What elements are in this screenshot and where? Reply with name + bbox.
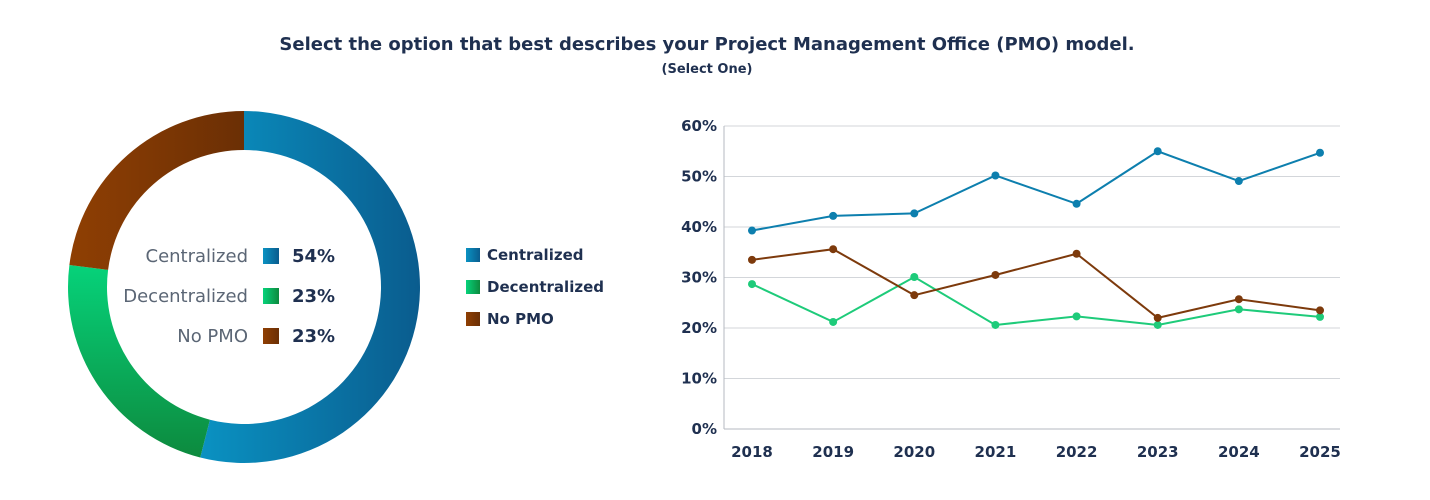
data-point-centralized (910, 209, 919, 218)
y-tick-label: 10% (681, 370, 717, 388)
data-point-no-pmo (1072, 249, 1081, 258)
x-tick-label: 2025 (1299, 443, 1341, 461)
x-tick-label: 2020 (893, 443, 935, 461)
data-point-decentralized (991, 320, 1000, 329)
decentralized-swatch (263, 288, 279, 304)
no-pmo-swatch (263, 328, 279, 344)
legend-item-decentralized: Decentralized (466, 277, 604, 297)
y-tick-label: 50% (681, 168, 717, 186)
data-point-centralized (1072, 199, 1081, 208)
data-point-decentralized (1316, 312, 1324, 321)
y-tick-label: 40% (681, 218, 717, 236)
donut-center-label: Centralized (145, 245, 249, 267)
donut-slice-centralized (200, 111, 420, 463)
donut-center-row-centralized: Centralized 54% (100, 241, 400, 271)
data-point-no-pmo (1316, 306, 1324, 315)
donut-center-label: No PMO (177, 325, 248, 347)
data-point-no-pmo (1153, 313, 1162, 322)
x-tick-label: 2024 (1218, 443, 1260, 461)
y-tick-label: 20% (681, 319, 717, 337)
data-point-centralized (1234, 177, 1243, 186)
donut-slice-no-pmo (69, 111, 244, 270)
data-point-decentralized (748, 280, 756, 289)
data-point-no-pmo (829, 245, 838, 254)
x-tick-label: 2021 (975, 443, 1017, 461)
legend-item-no-pmo: No PMO (466, 309, 554, 329)
data-point-decentralized (1072, 312, 1081, 321)
donut-center-value: 23% (292, 325, 336, 347)
data-point-decentralized (910, 272, 919, 281)
series-line-no-pmo (751, 248, 1321, 319)
legend-label: Centralized (487, 246, 584, 264)
chart-title: Select the option that best describes yo… (279, 34, 1135, 55)
series-line-centralized (751, 150, 1321, 232)
legend-swatch (466, 280, 480, 294)
donut-center-label: Decentralized (123, 285, 248, 307)
data-point-decentralized (1153, 320, 1162, 329)
y-tick-label: 30% (681, 269, 717, 287)
data-point-no-pmo (910, 291, 919, 300)
donut-center-row-decentralized: Decentralized 23% (100, 281, 400, 311)
donut-center-value: 23% (292, 285, 336, 307)
legend-label: Decentralized (487, 278, 604, 296)
donut-slice-decentralized (67, 264, 210, 458)
y-tick-label: 60% (681, 117, 717, 135)
donut-center-value: 54% (292, 245, 336, 267)
series-line-decentralized (751, 275, 1321, 326)
data-point-centralized (1153, 147, 1162, 156)
data-point-centralized (1316, 148, 1324, 157)
data-point-centralized (829, 211, 838, 220)
x-tick-label: 2023 (1137, 443, 1179, 461)
chart-subtitle: (Select One) (661, 62, 753, 77)
x-tick-label: 2019 (812, 443, 854, 461)
y-tick-label: 0% (692, 420, 717, 438)
legend-item-centralized: Centralized (466, 245, 583, 265)
data-point-centralized (991, 171, 1000, 180)
data-point-no-pmo (748, 255, 756, 264)
x-tick-label: 2018 (731, 443, 773, 461)
data-point-no-pmo (1234, 295, 1243, 304)
legend-swatch (466, 248, 480, 262)
data-point-decentralized (829, 317, 838, 326)
legend-label: No PMO (487, 310, 554, 328)
legend-swatch (466, 312, 480, 326)
donut-chart (67, 111, 420, 463)
centralized-swatch (263, 248, 279, 264)
data-point-centralized (748, 226, 756, 235)
donut-center-row-no-pmo: No PMO 23% (100, 321, 400, 351)
data-point-no-pmo (991, 270, 1000, 279)
data-point-decentralized (1234, 305, 1243, 314)
x-tick-label: 2022 (1056, 443, 1098, 461)
